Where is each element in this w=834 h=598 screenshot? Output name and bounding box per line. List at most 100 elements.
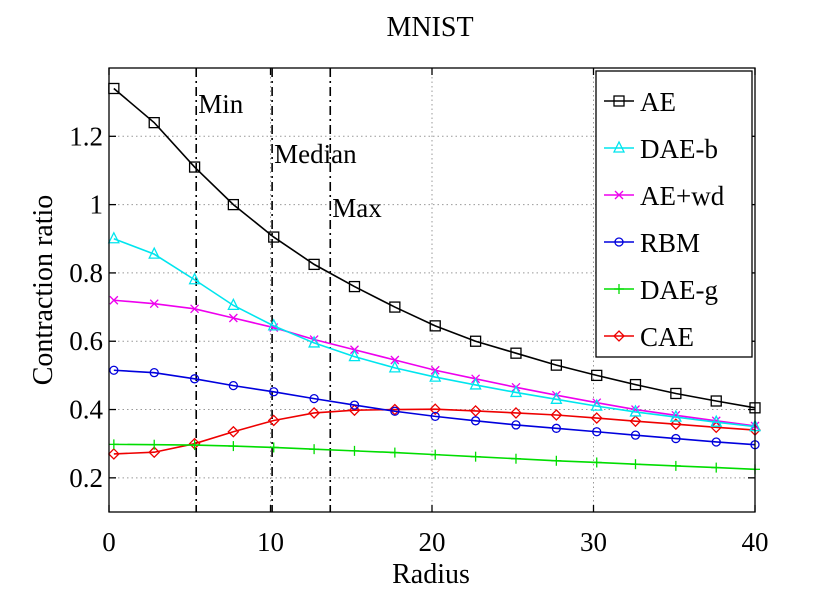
- data-point-cae: [227, 425, 240, 438]
- data-point-rbm: [269, 387, 279, 397]
- y-tick-label: 1: [90, 190, 104, 220]
- data-point-rbm: [149, 368, 159, 378]
- legend-box: [595, 70, 753, 358]
- data-point-dae-b: [188, 272, 201, 285]
- x-axis-title: Radius: [392, 559, 470, 590]
- data-point-cae: [267, 414, 280, 427]
- data-point-dae-g: [470, 451, 481, 462]
- y-tick-label: 1.2: [69, 121, 103, 151]
- data-point-dae-g: [670, 460, 681, 471]
- grid: [109, 68, 755, 512]
- x-tick-label: 40: [742, 527, 769, 557]
- data-point-dae-g: [630, 459, 641, 470]
- legend-marker-rbm: [614, 237, 624, 247]
- series-line-dae-b: [113, 238, 756, 428]
- data-point-ae: [510, 347, 522, 359]
- data-point-dae-b: [550, 391, 563, 404]
- legend-item-dae-b: DAE-b: [604, 134, 718, 164]
- data-point-cae: [510, 407, 522, 419]
- data-point-ae: [308, 258, 320, 271]
- data-point-rbm: [228, 380, 239, 391]
- data-point-ae-wd: [109, 295, 119, 305]
- y-tick-label: 0.2: [69, 463, 103, 493]
- data-point-rbm: [551, 423, 562, 433]
- data-point-ae: [188, 161, 201, 173]
- legend-item-ae: AE: [604, 87, 676, 117]
- data-point-cae: [590, 412, 603, 424]
- data-point-rbm: [349, 400, 360, 410]
- legend-item-cae: CAE: [604, 322, 694, 352]
- x-tick-label: 10: [257, 527, 284, 557]
- data-point-rbm: [470, 416, 481, 426]
- data-point-dae-g: [309, 444, 320, 455]
- data-point-dae-b: [388, 360, 401, 373]
- data-point-dae-g: [149, 439, 160, 450]
- data-point-ae: [591, 369, 603, 382]
- data-point-dae-b: [669, 409, 682, 422]
- data-point-ae: [710, 395, 722, 407]
- data-point-ae: [148, 116, 160, 129]
- data-point-dae-b: [107, 231, 120, 244]
- legend-label-dae-b: DAE-b: [640, 134, 718, 164]
- data-point-ae: [550, 359, 563, 371]
- data-point-dae-b: [348, 349, 361, 362]
- data-point-ae: [348, 280, 361, 293]
- data-point-rbm: [630, 430, 641, 440]
- y-tick-label: 0.4: [69, 395, 103, 425]
- data-point-dae-g: [189, 440, 200, 451]
- data-point-rbm: [711, 437, 721, 447]
- annotation-min: Min: [198, 89, 244, 119]
- data-point-cae: [148, 446, 161, 459]
- data-point-cae: [669, 418, 682, 431]
- data-point-ae: [389, 301, 401, 313]
- data-point-ae-wd: [149, 299, 159, 309]
- data-point-rbm: [109, 365, 119, 375]
- data-point-rbm: [430, 411, 440, 422]
- data-point-ae-wd: [390, 355, 400, 365]
- data-point-dae-g: [591, 457, 602, 468]
- reference-lines: Min Median Max: [195, 68, 382, 512]
- series-ae: [108, 82, 761, 414]
- ticks: 0 10 20 30 40 0.2 0.4 0.6 0.8 1 1.2: [69, 68, 769, 557]
- data-point-cae: [308, 407, 321, 419]
- data-point-cae: [469, 404, 482, 417]
- y-axis-title: Contraction ratio: [28, 195, 59, 386]
- x-tick-label: 30: [580, 527, 607, 557]
- data-point-dae-g: [551, 455, 562, 466]
- data-point-ae: [629, 378, 642, 391]
- data-point-dae-b: [629, 404, 642, 417]
- x-tick-label: 20: [419, 527, 446, 557]
- legend-label-ae: AE: [640, 87, 676, 117]
- data-point-cae: [629, 415, 642, 428]
- data-point-dae-g: [711, 462, 722, 473]
- series-line-ae: [113, 87, 756, 409]
- legend-item-rbm: RBM: [604, 228, 700, 258]
- data-point-ae: [268, 231, 280, 243]
- data-point-rbm: [511, 420, 521, 430]
- legend: AE DAE-b AE+wd RBM DAE-g CAE: [595, 70, 753, 358]
- data-point-dae-g: [430, 449, 441, 460]
- series-line-dae-g: [113, 443, 756, 471]
- data-point-ae: [429, 320, 441, 332]
- legend-marker-cae: [613, 330, 625, 342]
- data-point-dae-g: [510, 453, 521, 464]
- data-point-dae-g: [268, 442, 279, 453]
- chart-title: MNIST: [386, 12, 473, 43]
- data-point-dae-b: [429, 369, 442, 382]
- data-point-cae: [550, 409, 563, 421]
- data-point-dae-b: [308, 335, 321, 348]
- data-point-dae-b: [710, 414, 723, 427]
- y-tick-label: 0.8: [69, 258, 103, 288]
- data-point-cae: [107, 448, 120, 460]
- data-point-ae: [227, 198, 240, 211]
- data-point-rbm: [671, 433, 681, 444]
- legend-label-rbm: RBM: [640, 228, 700, 258]
- legend-marker-dae-b: [612, 140, 626, 153]
- data-point-ae-wd: [190, 304, 200, 314]
- legend-item-dae-g: DAE-g: [604, 275, 718, 305]
- y-tick-label: 0.6: [69, 326, 103, 356]
- data-point-rbm: [189, 374, 200, 384]
- legend-label-ae-wd: AE+wd: [640, 181, 725, 211]
